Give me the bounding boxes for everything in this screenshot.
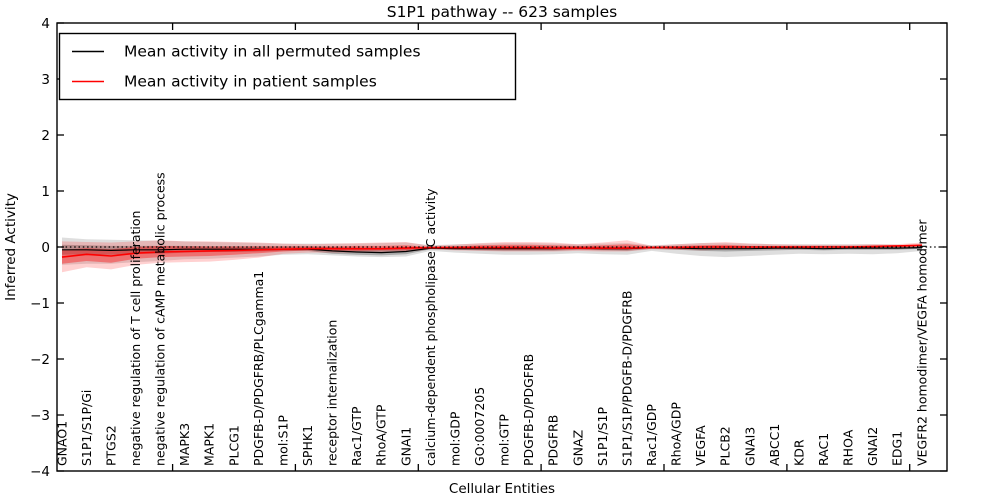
permuted-mean-line	[62, 246, 923, 254]
x-tick-label: S1P1/S1P/PDGFB-D/PDGFRB	[619, 291, 634, 467]
x-tick-label: GNAZ	[570, 430, 585, 466]
x-tick-label: calcium-dependent phospholipase C activi…	[423, 188, 438, 466]
x-tick-label: PDGFRB	[546, 415, 561, 466]
y-tick-label: −4	[30, 464, 50, 480]
y-tick-label: 1	[41, 184, 50, 200]
y-tick-labels: −4 −3 −2 −1 0 1 2 3 4	[30, 16, 50, 480]
legend-box	[58, 32, 517, 101]
x-tick-label: mol:S1P	[275, 415, 290, 466]
x-tick-label: GNAI1	[398, 427, 413, 466]
permuted-outer-band	[62, 237, 922, 265]
x-tick-label: GNAI2	[865, 427, 880, 466]
x-tick-label: S1P1/S1P	[595, 407, 610, 466]
x-tick-label: VEGFR2 homodimer/VEGFA homodimer	[914, 219, 929, 466]
x-tick-label: RhoA/GTP	[374, 404, 389, 466]
x-axis-label: Cellular Entities	[449, 481, 555, 497]
chart-title: S1P1 pathway -- 623 samples	[387, 3, 617, 21]
x-tick-label: RAC1	[816, 433, 831, 466]
x-tick-label: mol:GTP	[497, 414, 512, 466]
legend-label-permuted: Mean activity in all permuted samples	[124, 43, 421, 61]
x-tick-label: RHOA	[841, 429, 856, 466]
y-tick-label: 0	[41, 240, 50, 256]
y-tick-label: −1	[30, 296, 50, 312]
x-tick-label: negative regulation of T cell proliferat…	[128, 211, 143, 466]
x-tick-label: PDGFB-D/PDGFRB/PLCgamma1	[251, 271, 266, 466]
x-tick-label: PLCG1	[226, 425, 241, 466]
x-tick-label: mol:GDP	[447, 411, 462, 466]
plot-border	[56, 22, 948, 472]
legend-label-patient: Mean activity in patient samples	[124, 73, 377, 91]
x-tick-label: MAPK3	[177, 423, 192, 466]
x-tick-label: Rac1/GDP	[644, 404, 659, 466]
x-tick-label: VEGFA	[693, 425, 708, 466]
x-tick-labels: GNAO1 S1P1/S1P/Gi PTGS2 negative regulation…	[54, 172, 929, 466]
y-tick-label: −3	[30, 408, 50, 424]
x-tick-label: EDG1	[890, 431, 905, 466]
x-tick-label: negative regulation of cAMP metabolic pr…	[153, 172, 168, 466]
x-tick-label: MAPK1	[202, 423, 217, 466]
y-axis-label: Inferred Activity	[3, 193, 19, 301]
x-tick-label: KDR	[791, 439, 806, 466]
patient-mean-line	[61, 244, 923, 258]
x-tick-label: RhoA/GDP	[669, 402, 684, 466]
y-tick-label: 3	[41, 72, 50, 88]
mean-lines	[61, 244, 923, 258]
y-tick-label: −2	[30, 352, 50, 368]
y-tick-label: 2	[41, 128, 50, 144]
x-tick-label: SPHK1	[300, 425, 315, 466]
x-tick-label: PLCB2	[718, 426, 733, 466]
x-tick-label: GO:0007205	[472, 387, 487, 466]
x-tick-label: PTGS2	[103, 425, 118, 466]
x-tick-label: PDGFB-D/PDGFRB	[521, 354, 536, 466]
x-tick-label: ABCC1	[767, 424, 782, 466]
legend: Mean activity in all permuted samples Me…	[58, 32, 517, 101]
y-tick-label: 4	[41, 16, 50, 32]
x-tick-label: receptor internalization	[325, 320, 340, 466]
x-tick-label: GNAO1	[54, 421, 69, 466]
confidence-bands	[62, 237, 922, 273]
x-tick-label: S1P1/S1P/Gi	[79, 390, 94, 466]
x-tick-label: GNAI3	[742, 427, 757, 466]
x-tick-label: Rac1/GTP	[349, 406, 364, 466]
